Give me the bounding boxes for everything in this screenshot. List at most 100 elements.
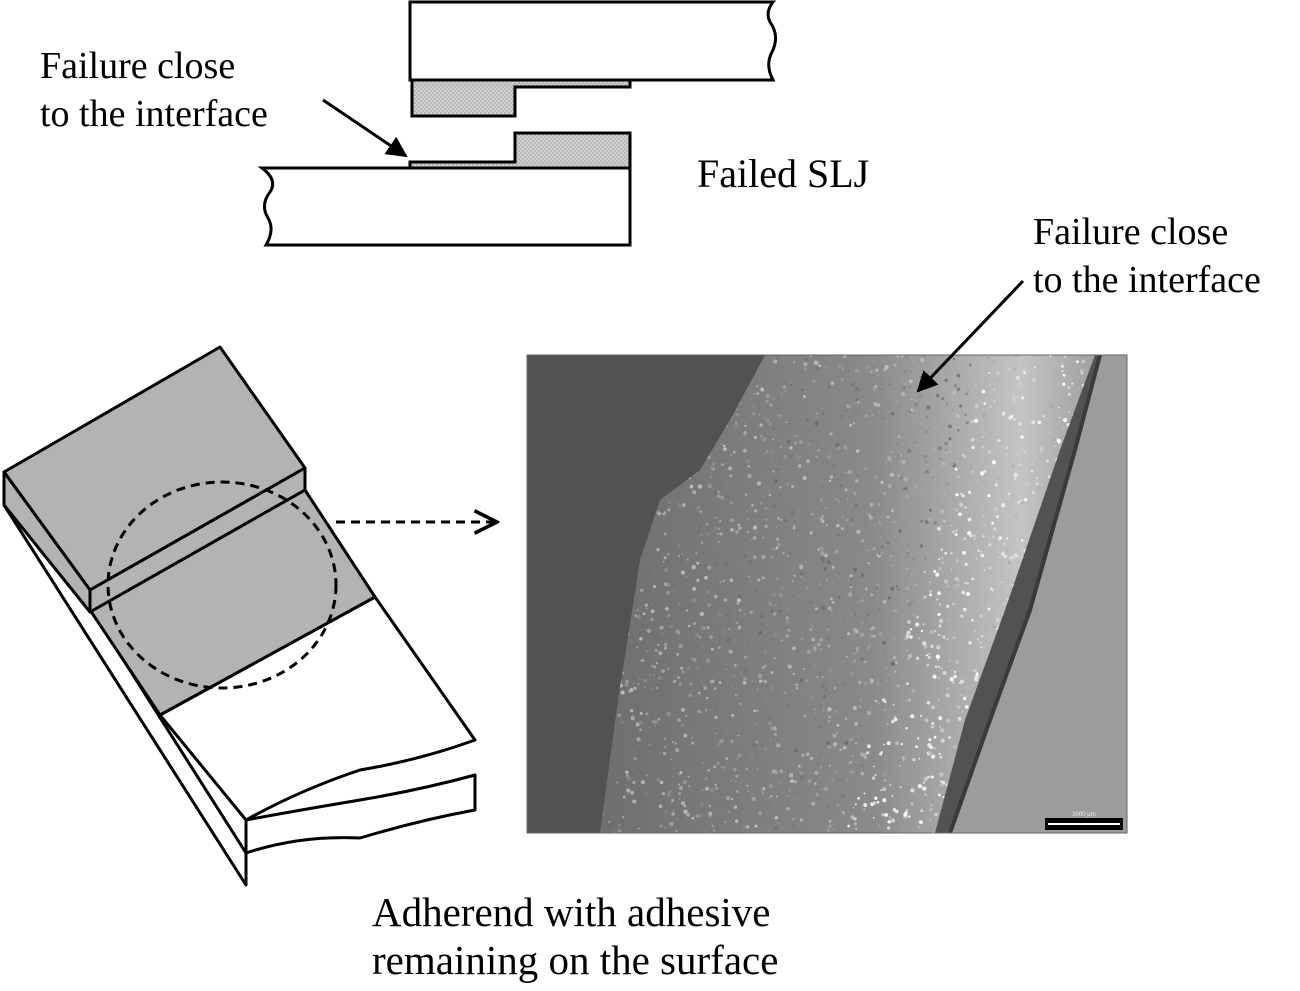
micro-grain	[811, 802, 815, 806]
micro-grain	[869, 370, 873, 374]
micro-grain	[702, 684, 704, 686]
micro-grain	[885, 657, 887, 659]
micro-grain	[954, 533, 958, 537]
micro-grain	[1016, 452, 1018, 454]
micro-grain	[917, 737, 920, 740]
micro-grain	[768, 422, 772, 426]
micro-grain	[723, 801, 727, 806]
micro-grain	[1009, 558, 1013, 562]
micro-grain	[907, 653, 913, 658]
micro-grain	[889, 669, 892, 673]
micro-grain	[718, 446, 721, 449]
micro-grain	[889, 783, 892, 787]
micro-grain	[873, 547, 876, 551]
micro-grain	[953, 378, 956, 381]
micro-grain	[915, 745, 918, 749]
micro-grain	[648, 675, 651, 677]
micro-grain	[710, 476, 712, 478]
micro-grain	[884, 666, 888, 670]
micro-grain	[677, 779, 681, 782]
micro-grain	[847, 824, 851, 828]
micro-grain	[858, 561, 861, 564]
micro-grain	[691, 678, 695, 682]
micro-grain	[872, 386, 877, 391]
micro-grain	[698, 561, 703, 566]
micro-grain	[1013, 553, 1018, 558]
micro-grain	[797, 535, 799, 537]
micro-grain	[963, 455, 967, 459]
micro-grain	[692, 586, 697, 591]
micro-grain	[816, 676, 819, 679]
micro-grain	[829, 597, 833, 601]
micro-grain	[979, 485, 982, 488]
micro-grain	[717, 490, 720, 493]
micro-grain	[886, 541, 890, 545]
micro-grain	[770, 671, 774, 675]
micro-grain	[769, 403, 773, 407]
micro-grain	[868, 515, 873, 520]
micro-grain	[752, 412, 756, 415]
micro-grain	[865, 526, 867, 528]
micro-grain	[1042, 415, 1045, 418]
micro-grain	[865, 366, 869, 370]
micro-grain	[786, 388, 788, 391]
micro-grain	[791, 594, 795, 597]
micro-grain	[867, 613, 870, 616]
micro-grain	[863, 808, 866, 811]
micro-grain	[897, 434, 901, 439]
micro-grain	[783, 691, 787, 695]
micro-grain	[615, 781, 619, 784]
micro-grain	[1015, 454, 1017, 457]
micro-grain	[695, 552, 698, 555]
micro-grain	[677, 791, 682, 796]
micro-grain	[924, 430, 929, 435]
micro-grain	[792, 641, 796, 645]
micro-grain	[1061, 365, 1064, 368]
micro-grain	[803, 390, 807, 394]
micro-grain	[856, 631, 859, 634]
micro-grain	[718, 742, 721, 746]
micro-grain	[925, 470, 929, 474]
micro-grain	[702, 789, 704, 791]
micro-grain	[805, 752, 810, 757]
micro-grain	[842, 355, 847, 359]
micro-grain	[970, 437, 975, 442]
micro-grain	[734, 423, 739, 429]
micro-grain	[700, 533, 704, 537]
micro-grain	[822, 709, 825, 712]
micro-grain	[981, 493, 984, 496]
micro-grain	[759, 423, 763, 427]
micro-grain	[608, 820, 611, 824]
micro-grain	[746, 784, 749, 787]
micro-grain	[907, 815, 911, 818]
micro-grain	[892, 458, 895, 461]
micro-grain	[1023, 371, 1026, 375]
micro-grain	[644, 687, 646, 689]
micro-grain	[639, 588, 644, 593]
micro-grain	[799, 678, 804, 682]
micro-grain	[750, 404, 756, 409]
micro-grain	[870, 456, 873, 459]
micro-grain	[842, 811, 845, 814]
micro-grain	[965, 545, 968, 548]
micro-grain	[646, 781, 651, 786]
micro-grain	[779, 781, 782, 784]
micro-grain	[964, 705, 969, 709]
micro-grain	[905, 494, 909, 498]
micro-grain	[983, 469, 987, 473]
micro-grain	[825, 642, 828, 645]
micro-grain	[806, 504, 808, 506]
micro-grain	[870, 593, 873, 597]
micro-grain	[799, 565, 804, 570]
micro-grain	[691, 565, 696, 570]
micro-grain	[756, 481, 762, 486]
micro-grain	[890, 661, 895, 666]
micro-grain	[721, 629, 725, 633]
micro-grain	[794, 442, 797, 445]
micro-grain	[659, 750, 662, 753]
micro-grain	[902, 386, 906, 390]
micro-grain	[722, 579, 725, 583]
micro-grain	[852, 678, 856, 681]
micro-grain	[664, 827, 666, 829]
micro-grain	[919, 716, 922, 719]
